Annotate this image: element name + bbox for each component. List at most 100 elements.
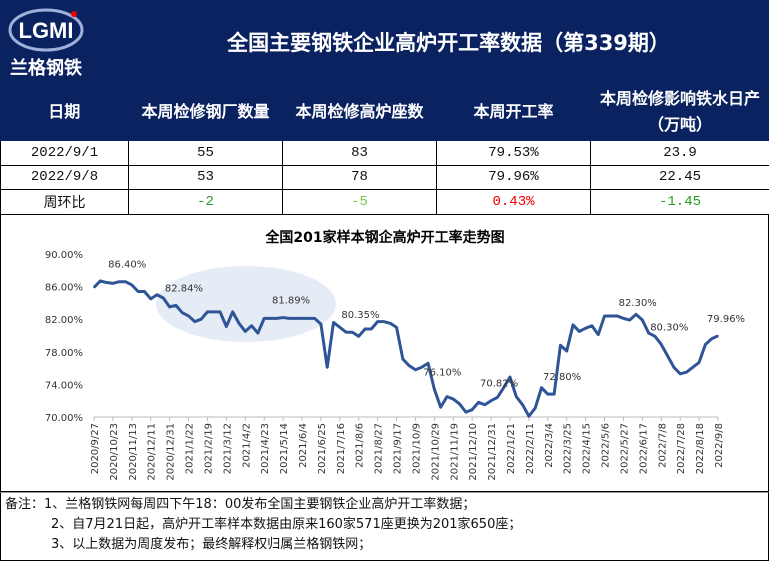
data-point <box>320 323 322 325</box>
data-point <box>112 282 114 285</box>
data-point <box>231 311 234 313</box>
data-point <box>175 304 177 307</box>
data-point <box>578 330 581 333</box>
data-point <box>414 368 417 371</box>
x-tick-label: 2021/10/29 <box>430 423 441 481</box>
table-cell: 79.96% <box>436 164 591 190</box>
data-point <box>452 398 455 400</box>
data-label: 82.84% <box>165 283 203 294</box>
data-point <box>660 343 663 346</box>
data-point <box>420 366 423 369</box>
data-point <box>559 344 562 347</box>
change-cell: -1.45 <box>590 189 769 215</box>
chart-svg: 全国201家样本钢企高炉开工率走势图 70.00% 74.00% 78.00% 82.0… <box>45 229 745 481</box>
series-line-open-rate <box>92 279 719 418</box>
data-label: 80.30% <box>650 322 688 333</box>
data-label: 76.10% <box>423 367 461 378</box>
data-point <box>105 281 108 284</box>
data-point <box>528 415 530 417</box>
x-tick-label: 2022/1/21 <box>506 423 517 474</box>
x-tick-label: 2022/7/8 <box>657 423 668 468</box>
data-point <box>515 395 518 398</box>
x-tick-label: 2022/5/27 <box>619 423 630 474</box>
table-cell: 83 <box>282 140 437 166</box>
data-point <box>395 326 398 329</box>
footnote: 备注：1、兰格钢铁网每周四下午18：00发布全国主要钢铁企业高炉开工率数据； 2… <box>0 492 769 561</box>
data-point <box>647 332 650 334</box>
data-point <box>357 335 360 338</box>
y-tick-label: 86.00% <box>45 283 83 294</box>
svg-text:LGMI: LGMI <box>19 18 74 43</box>
y-tick-label: 74.00% <box>45 380 83 391</box>
data-point <box>326 366 329 369</box>
data-point <box>679 373 681 375</box>
x-tick-label: 2021/8/27 <box>374 423 385 474</box>
data-point <box>584 327 587 329</box>
column-header: 本周检修高炉座数 <box>282 83 437 141</box>
lgmi-logo: LGMI 兰格钢铁 <box>8 8 84 79</box>
column-header: 本周检修钢厂数量 <box>128 83 283 141</box>
data-point <box>370 328 373 330</box>
data-label: 70.82% <box>480 379 518 390</box>
x-tick-label: 2021/6/25 <box>317 423 328 474</box>
data-point <box>622 317 625 320</box>
data-point <box>427 362 429 365</box>
table-cell: 55 <box>128 140 283 166</box>
footnote-line: 3、以上数据为周度发布；最终解释权归属兰格钢铁网； <box>51 537 372 552</box>
data-point <box>597 333 600 336</box>
data-point <box>565 350 568 352</box>
data-point <box>200 318 202 320</box>
x-tick-label: 2022/7/28 <box>676 423 687 474</box>
table-cell: 22.45 <box>590 164 769 190</box>
x-tick-label: 2022/3/4 <box>544 423 555 468</box>
data-point <box>156 293 158 296</box>
data-point <box>181 311 184 314</box>
x-tick-label: 2022/5/6 <box>601 423 612 468</box>
data-point <box>603 315 606 317</box>
data-point <box>93 286 95 289</box>
data-point <box>540 386 543 389</box>
data-point <box>628 319 631 321</box>
data-point <box>149 298 152 300</box>
data-point <box>673 366 675 369</box>
data-point <box>402 358 404 360</box>
x-tick-label: 2022/6/17 <box>638 423 649 474</box>
data-point <box>717 335 719 337</box>
x-tick-label: 2020/12/31 <box>166 423 177 481</box>
data-point <box>710 337 713 340</box>
footnote-line: 2、自7月21日起，高炉开工率样本数据由原来160家571座更换为201家650… <box>51 517 522 532</box>
table-cell: 2022/9/8 <box>0 164 129 190</box>
data-point <box>313 317 316 320</box>
x-tick-label: 2021/2/19 <box>203 423 214 474</box>
data-point <box>572 324 574 326</box>
data-label: 72.80% <box>543 372 581 383</box>
data-point <box>143 290 146 293</box>
data-point <box>250 324 253 327</box>
table-cell: 周环比 <box>0 189 129 215</box>
x-tick-label: 2020/11/13 <box>128 423 139 481</box>
column-header: 日期 <box>0 83 129 141</box>
data-point <box>282 316 284 319</box>
trend-chart: 全国201家样本钢企高炉开工率走势图 70.00% 74.00% 78.00% 82.0… <box>0 214 769 492</box>
x-tick-label: 2021/5/14 <box>279 423 290 474</box>
data-point <box>99 280 102 282</box>
data-point <box>502 386 505 389</box>
data-point <box>477 401 480 404</box>
data-point <box>383 320 385 323</box>
table-cell: 2022/9/1 <box>0 140 129 166</box>
x-tick-label: 2021/6/4 <box>298 423 309 468</box>
data-point <box>194 320 196 323</box>
data-point <box>345 331 347 334</box>
data-point <box>376 320 379 323</box>
data-point <box>238 322 240 325</box>
data-point <box>698 361 700 364</box>
data-point <box>301 317 303 320</box>
x-tick-label: 2021/12/31 <box>487 423 498 481</box>
data-point <box>446 395 448 398</box>
data-point <box>471 408 473 411</box>
y-tick-label: 82.00% <box>45 315 83 326</box>
x-tick-label: 2022/8/18 <box>695 423 706 474</box>
data-point <box>635 313 637 316</box>
table-cell: 78 <box>282 164 437 190</box>
footnote-line: 备注：1、兰格钢铁网每周四下午18：00发布全国主要钢铁企业高炉开工率数据； <box>5 497 476 512</box>
